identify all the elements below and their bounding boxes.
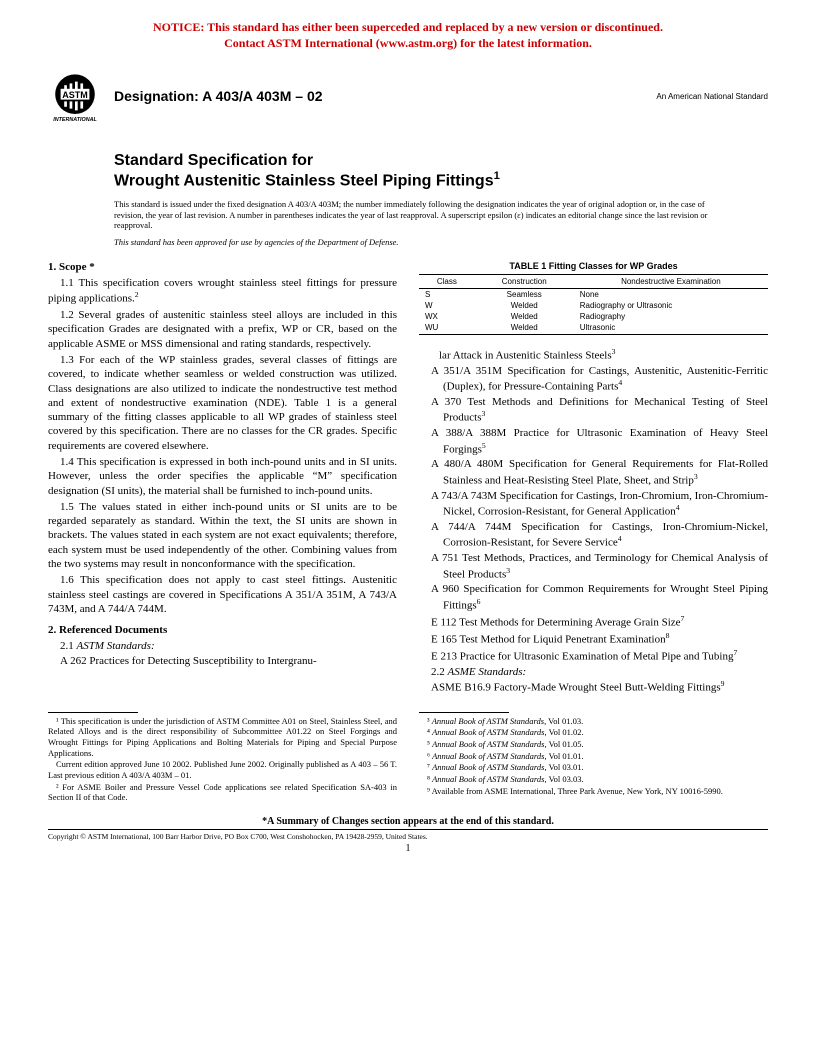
national-standard-label: An American National Standard	[656, 92, 768, 101]
ref-item: A 370 Test Methods and Definitions for M…	[419, 395, 768, 425]
right-column: TABLE 1 Fitting Classes for WP Grades Cl…	[419, 261, 768, 696]
ref-item: A 480/A 480M Specification for General R…	[419, 457, 768, 487]
footnote-item: ² For ASME Boiler and Pressure Vessel Co…	[48, 782, 397, 803]
footnotes-left: ¹ This specification is under the jurisd…	[48, 712, 397, 804]
ref-list: A 351/A 351M Specification for Castings,…	[419, 364, 768, 664]
title-pre: Standard Specification for	[114, 151, 768, 170]
footnote-item: ⁹ Available from ASME International, Thr…	[419, 786, 768, 797]
title-main-text: Wrought Austenitic Stainless Steel Pipin…	[114, 173, 494, 190]
summary-changes-note: *A Summary of Changes section appears at…	[48, 816, 768, 827]
astm-logo: ASTM INTERNATIONAL	[48, 69, 102, 123]
footnote-item: ⁸ Annual Book of ASTM Standards, Vol 03.…	[419, 774, 768, 785]
footnote-item: Current edition approved June 10 2002. P…	[48, 759, 397, 780]
footnote-item: ⁴ Annual Book of ASTM Standards, Vol 01.…	[419, 727, 768, 738]
svg-text:INTERNATIONAL: INTERNATIONAL	[53, 117, 97, 123]
scope-1-3: 1.3 For each of the WP stainless grades,…	[48, 353, 397, 453]
page-number: 1	[48, 843, 768, 854]
designation-label: Designation: A 403/A 403M – 02	[114, 88, 656, 104]
footnote-item: ⁷ Annual Book of ASTM Standards, Vol 03.…	[419, 762, 768, 773]
header-row: ASTM INTERNATIONAL Designation: A 403/A …	[48, 69, 768, 123]
footnote-rule-left	[48, 712, 138, 713]
scope-1-2: 1.2 Several grades of austenitic stainle…	[48, 308, 397, 351]
ref-item: A 960 Specification for Common Requireme…	[419, 582, 768, 612]
title-block: Standard Specification for Wrought Auste…	[114, 151, 768, 191]
table-1-title: TABLE 1 Fitting Classes for WP Grades	[419, 261, 768, 271]
table-row: WUWeldedUltrasonic	[419, 322, 768, 335]
footnotes: ¹ This specification is under the jurisd…	[48, 712, 768, 804]
copyright: Copyright © ASTM International, 100 Barr…	[48, 829, 768, 841]
left-column: 1. Scope * 1.1 This specification covers…	[48, 261, 397, 696]
table-row: WWeldedRadiography or Ultrasonic	[419, 300, 768, 311]
ref-a262: A 262 Practices for Detecting Susceptibi…	[48, 654, 397, 668]
scope-1-1: 1.1 This specification covers wrought st…	[48, 276, 397, 306]
scope-1-5: 1.5 The values stated in either inch-pou…	[48, 500, 397, 571]
ref-asme-b169: ASME B16.9 Factory-Made Wrought Steel Bu…	[419, 679, 768, 695]
footnote-rule-right	[419, 712, 509, 713]
title-main: Wrought Austenitic Stainless Steel Pipin…	[114, 170, 768, 191]
astm-standards-head: 2.1 ASTM Standards:	[48, 639, 397, 653]
ref-item: A 351/A 351M Specification for Castings,…	[419, 364, 768, 394]
footnotes-right: ³ Annual Book of ASTM Standards, Vol 01.…	[419, 712, 768, 804]
title-sup: 1	[494, 170, 500, 182]
asme-standards-head: 2.2 ASME Standards:	[419, 665, 768, 679]
approved-note: This standard has been approved for use …	[114, 237, 768, 247]
table-col-nde: Nondestructive Examination	[574, 274, 768, 288]
ref-item: A 388/A 388M Practice for Ultrasonic Exa…	[419, 426, 768, 456]
ref-a262-cont: lar Attack in Austenitic Stainless Steel…	[419, 347, 768, 363]
footnote-item: ⁶ Annual Book of ASTM Standards, Vol 01.…	[419, 751, 768, 762]
ref-item: A 743/A 743M Specification for Castings,…	[419, 489, 768, 519]
footnote-item: ⁵ Annual Book of ASTM Standards, Vol 01.…	[419, 739, 768, 750]
scope-1-6: 1.6 This specification does not apply to…	[48, 573, 397, 616]
ref-item: A 751 Test Methods, Practices, and Termi…	[419, 551, 768, 581]
ref-item: E 213 Practice for Ultrasonic Examinatio…	[419, 648, 768, 664]
table-1-table: Class Construction Nondestructive Examin…	[419, 274, 768, 335]
scope-1-4: 1.4 This specification is expressed in b…	[48, 455, 397, 498]
scope-head: 1. Scope *	[48, 261, 397, 273]
table-col-construction: Construction	[475, 274, 574, 288]
notice-banner: NOTICE: This standard has either been su…	[48, 20, 768, 51]
table-row: WXWeldedRadiography	[419, 311, 768, 322]
ref-item: E 112 Test Methods for Determining Avera…	[419, 614, 768, 630]
footnote-item: ¹ This specification is under the jurisd…	[48, 716, 397, 759]
notice-line2: Contact ASTM International (www.astm.org…	[48, 36, 768, 52]
footnote-item: ³ Annual Book of ASTM Standards, Vol 01.…	[419, 716, 768, 727]
notice-line1: NOTICE: This standard has either been su…	[48, 20, 768, 36]
issued-note: This standard is issued under the fixed …	[114, 199, 728, 231]
table-1: TABLE 1 Fitting Classes for WP Grades Cl…	[419, 261, 768, 335]
table-row: SSeamlessNone	[419, 288, 768, 300]
refdocs-head: 2. Referenced Documents	[48, 624, 397, 636]
svg-text:ASTM: ASTM	[62, 90, 88, 100]
ref-item: E 165 Test Method for Liquid Penetrant E…	[419, 631, 768, 647]
main-columns: 1. Scope * 1.1 This specification covers…	[48, 261, 768, 696]
table-col-class: Class	[419, 274, 475, 288]
ref-item: A 744/A 744M Specification for Castings,…	[419, 520, 768, 550]
